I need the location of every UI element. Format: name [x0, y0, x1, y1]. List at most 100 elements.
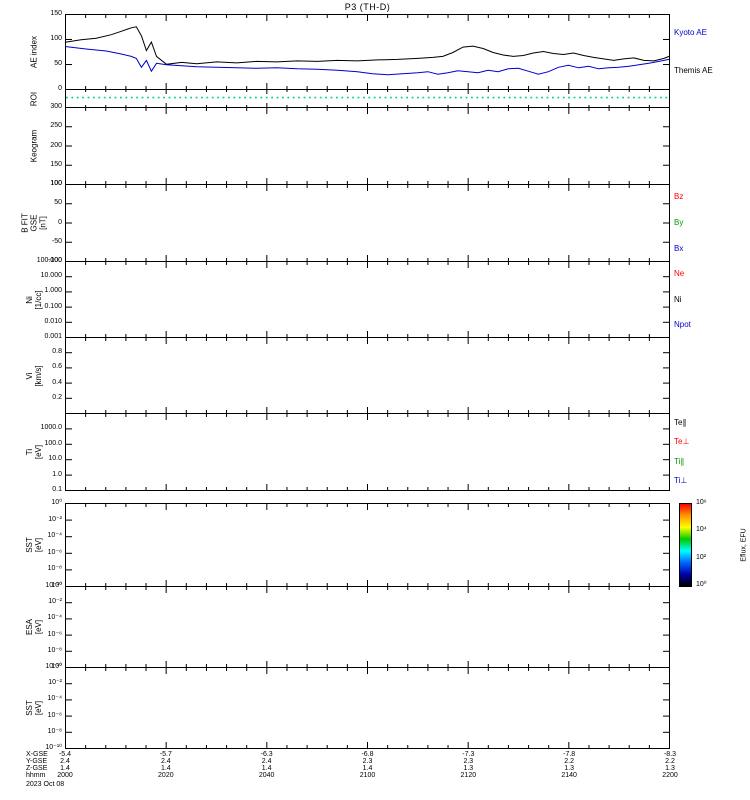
ephemeris-value: 1.3 — [564, 765, 575, 772]
legend-themis-ae: Themis AE — [674, 66, 713, 75]
y-tick-label-esa: 10⁻⁶ — [47, 630, 62, 638]
ephemeris-value: -5.4 — [58, 751, 72, 758]
panel-frame — [65, 14, 670, 90]
panel-roi-plot — [65, 89, 670, 108]
panel-keogram-ylabel: Keogram — [29, 129, 39, 163]
panel-sst2-plot — [65, 667, 670, 749]
ephemeris-value: -7.3 — [462, 751, 475, 758]
panel-ni-ylabel: Ni [1/cc] — [25, 289, 43, 310]
ephemeris-value: -6.3 — [260, 751, 273, 758]
y-tick-label-sst2: 10⁰ — [51, 663, 62, 670]
y-tick-label-ti: 10.0 — [48, 455, 62, 463]
y-tick-label-keogram: 200 — [50, 141, 62, 149]
var-label-y-gse: Y-GSE — [26, 758, 48, 765]
colorbar-tick-label: 10⁰ — [696, 581, 707, 588]
ephemeris-value: 2.3 — [362, 758, 373, 765]
colorbar-axis-label: Eflux, EFU — [740, 528, 748, 562]
ephemeris-value: 2.2 — [564, 758, 575, 765]
plot-title: P3 (TH-D) — [344, 2, 391, 12]
panel-frame — [65, 261, 670, 338]
y-tick-label-bfit: 50 — [54, 199, 62, 207]
y-tick-label-esa: 10⁻¹⁰ — [45, 663, 62, 670]
ephemeris-value: -6.8 — [361, 751, 374, 758]
y-tick-label-sst2: 10⁻¹⁰ — [45, 744, 62, 751]
panel-frame — [65, 107, 670, 185]
y-tick-label-bfit: -100 — [47, 257, 62, 264]
ephemeris-value: 2.4 — [160, 758, 171, 765]
legend-tepar: Te∥ — [674, 417, 687, 427]
y-tick-label-sst1: 10⁻¹⁰ — [45, 582, 62, 589]
y-tick-label-sst2: 10⁻⁴ — [47, 695, 63, 703]
legend-bx: Bx — [674, 244, 684, 253]
y-tick-label-sst1: 10⁻⁴ — [47, 532, 63, 540]
legend-kyoto-ae: Kyoto AE — [674, 28, 707, 37]
y-tick-label-sst2: 10⁻⁸ — [47, 727, 62, 735]
y-tick-label-sst1: 10⁻⁶ — [47, 548, 62, 556]
ephemeris-value: 1.4 — [261, 765, 272, 772]
panel-bfit-plot — [65, 184, 670, 262]
panel-frame — [65, 184, 670, 262]
time-axis-label: hhmm — [26, 772, 46, 779]
legend-npot: Npot — [674, 320, 691, 330]
panel-ae-ylabel: AE index — [29, 35, 39, 69]
time-tick-label: 2020 — [158, 772, 174, 779]
panel-sst2-ylabel: SST [eV] — [25, 700, 43, 716]
y-tick-label-ti: 1000.0 — [40, 424, 62, 432]
legend-bz: Bz — [674, 192, 684, 201]
ephemeris-value: 2.4 — [261, 758, 272, 765]
panel-sst1-ylabel: SST [eV] — [25, 537, 43, 553]
ephemeris-value: -7.8 — [563, 751, 576, 758]
y-tick-label-ti: 0.1 — [52, 486, 62, 493]
y-tick-label-vi: 0.8 — [52, 348, 62, 356]
y-tick-label-keogram: 250 — [50, 122, 62, 130]
ephemeris-value: 1.4 — [160, 765, 171, 772]
y-tick-label-vi: 0.4 — [52, 378, 62, 386]
legend-ne: Ne — [674, 268, 685, 278]
y-tick-label-vi: 0.2 — [52, 393, 62, 401]
y-tick-label-ni: 0.010 — [44, 317, 62, 325]
y-tick-label-ti: 1.0 — [52, 470, 62, 478]
panel-frame — [65, 503, 670, 587]
y-tick-label-bfit: 100 — [50, 180, 62, 187]
legend-tiperp: Ti⊥ — [674, 476, 688, 486]
y-tick-label-ni: 0.001 — [44, 333, 62, 340]
y-tick-label-bfit: 0 — [58, 218, 62, 226]
legend-teperp: Te⊥ — [674, 437, 690, 447]
colorbar-tick-label: 10⁶ — [696, 499, 707, 506]
time-tick-label: 2040 — [258, 772, 275, 779]
ephemeris-value: 1.4 — [362, 765, 373, 772]
panel-bfit-ylabel: B FIT GSE [nT] — [20, 213, 48, 233]
time-tick-label: 2000 — [57, 772, 73, 779]
time-tick-label: 2120 — [460, 772, 477, 779]
y-tick-label-ae: 50 — [54, 60, 62, 68]
y-tick-label-sst2: 10⁻⁶ — [47, 711, 62, 719]
y-tick-label-bfit: -50 — [51, 237, 62, 245]
date-label: 2023 Oct 08 — [26, 781, 65, 788]
colorbar-tick-label: 10⁴ — [696, 526, 707, 534]
legend-tipar: Ti∥ — [674, 456, 685, 466]
y-tick-label-sst1: 10⁰ — [51, 499, 62, 506]
y-tick-label-esa: 10⁻⁴ — [47, 614, 63, 622]
y-tick-label-vi: 0.6 — [52, 363, 62, 371]
time-tick-label: 2200 — [662, 772, 678, 779]
time-tick-label: 2100 — [359, 772, 376, 779]
colorbar-tick-label: 10² — [696, 553, 707, 561]
panel-ti-ylabel: Ti [eV] — [25, 444, 43, 460]
ephemeris-value: 1.3 — [463, 765, 474, 772]
legend-ni: Ni — [674, 294, 682, 304]
time-tick-label: 2140 — [561, 772, 577, 779]
series-kyoto-ae — [65, 46, 670, 76]
y-tick-label-ni: 0.100 — [44, 302, 62, 310]
y-tick-label-esa: 10⁰ — [51, 582, 62, 589]
y-tick-label-ni: 1.000 — [44, 287, 62, 295]
panel-esa-plot — [65, 586, 670, 668]
panel-vi-ylabel: Vi [km/s] — [25, 364, 43, 387]
y-tick-label-ae: 100 — [50, 34, 62, 42]
var-label-x-gse: X-GSE — [26, 751, 48, 758]
y-tick-label-keogram: 300 — [50, 103, 62, 110]
y-tick-label-sst2: 10⁻² — [48, 679, 62, 687]
y-tick-label-ae: 0 — [58, 85, 62, 92]
panel-frame — [65, 586, 670, 668]
series-themis-ae — [65, 26, 670, 65]
ephemeris-value: 2.4 — [60, 758, 70, 765]
